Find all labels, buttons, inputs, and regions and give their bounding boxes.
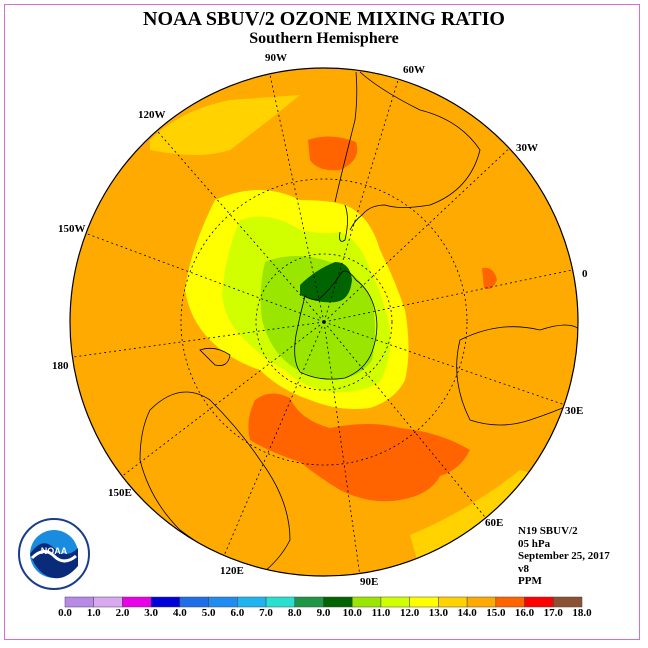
meridian-line: [323, 321, 361, 574]
legend-tick-label: 4.0: [173, 607, 187, 619]
longitude-label-150w: 150W: [58, 223, 86, 235]
legend-tick-label: 8.0: [287, 607, 302, 619]
legend-swatch: [495, 596, 525, 608]
legend-tick-label: 3.0: [144, 607, 159, 619]
legend-tick-label: 13.0: [428, 607, 448, 619]
legend-tick-label: 18.0: [572, 607, 592, 619]
longitude-label-120e: 120E: [220, 565, 244, 577]
legend-swatch: [179, 596, 209, 608]
meridian-line: [85, 233, 325, 323]
legend-swatch: [438, 596, 468, 608]
legend-swatch: [380, 596, 410, 608]
legend-swatch: [93, 596, 123, 608]
meridian-line: [121, 321, 325, 477]
legend-tick-label: 6.0: [230, 607, 245, 619]
africa-coast: [456, 324, 578, 426]
ozone-region-15-patch: [308, 136, 358, 171]
longitude-label-60e: 60E: [485, 517, 504, 529]
legend-swatch: [323, 596, 353, 608]
meridian-line: [72, 321, 325, 358]
longitude-label-180: 180: [52, 360, 69, 372]
meridian-line: [223, 321, 325, 556]
longitude-label-90w: 90W: [265, 52, 287, 64]
ozone-region-15-small: [482, 267, 497, 289]
meridian-line: [323, 269, 573, 323]
legend-tick-label: 2.0: [115, 607, 130, 619]
noaa-logo-icon: NOAA: [18, 518, 90, 590]
ozone-region-15-south: [248, 393, 470, 502]
longitude-label-120w: 120W: [138, 109, 166, 121]
latitude-circle-inner: [255, 253, 393, 391]
meridian-line: [323, 79, 399, 323]
ozone-region-13-north: [150, 95, 300, 155]
coastlines: [139, 71, 578, 576]
legend-tick-label: 15.0: [486, 607, 506, 619]
meridian-line: [323, 321, 487, 519]
legend-tick-label: 1.0: [86, 607, 101, 619]
legend-swatch: [294, 596, 324, 608]
longitude-label-90e: 90E: [360, 576, 379, 588]
south-america-coast: [334, 71, 358, 203]
color-legend: [64, 596, 583, 608]
info-panel: N19 SBUV/2 05 hPa September 25, 2017 v8 …: [518, 525, 610, 588]
legend-tick-label: 0.0: [58, 607, 72, 619]
meridian-line: [156, 130, 325, 323]
meridian-line: [323, 321, 565, 406]
latitude-circle-outer: [180, 178, 468, 466]
legend-swatch: [237, 596, 267, 608]
legend-bars: [64, 596, 583, 608]
ozone-field: [70, 68, 578, 576]
south-america-east-coast: [349, 71, 481, 231]
legend-tick-label: 10.0: [342, 607, 362, 619]
map-boundary: [69, 67, 579, 577]
legend-swatch: [208, 596, 238, 608]
satellite-label: N19 SBUV/2: [518, 525, 578, 537]
image-frame: [4, 4, 640, 640]
antarctic-peninsula: [339, 204, 348, 242]
legend-swatch: [150, 596, 181, 608]
map-subtitle: Southern Hemisphere: [249, 30, 399, 47]
longitude-label-60w: 60W: [403, 64, 425, 76]
legend-swatch: [524, 596, 554, 608]
legend-tick-label: 7.0: [259, 607, 273, 619]
longitude-label-150e: 150E: [108, 487, 132, 499]
pressure-level: 05 hPa: [518, 537, 551, 550]
legend-tick-label: 9.0: [316, 607, 331, 619]
meridian-line: [269, 73, 325, 323]
legend-swatch: [466, 596, 497, 608]
longitude-label-30w: 30W: [516, 142, 538, 154]
legend-swatch: [351, 596, 382, 608]
map-title: NOAA SBUV/2 OZONE MIXING RATIO: [143, 8, 505, 30]
new-zealand-coast: [199, 347, 231, 366]
longitude-label-0: 0: [582, 268, 588, 280]
longitude-label-30e: 30E: [565, 405, 584, 417]
graticule: [72, 73, 573, 574]
meridian-lines: [72, 73, 573, 574]
legend-swatch: [409, 596, 439, 608]
date-label: September 25, 2017: [518, 550, 610, 562]
antarctica-coast: [294, 270, 378, 380]
units-label: PPM: [518, 575, 542, 587]
logo-text: NOAA: [41, 546, 68, 556]
legend-tick-label: 12.0: [400, 607, 420, 619]
meridian-line: [323, 147, 510, 323]
legend-tick-label: 17.0: [543, 607, 563, 619]
legend-tick-label: 11.0: [371, 607, 391, 619]
australia-coast: [139, 391, 291, 576]
legend-tick-label: 14.0: [457, 607, 477, 619]
legend-tick-label: 5.0: [201, 607, 216, 619]
legend-swatch: [265, 596, 296, 608]
version-label: v8: [518, 562, 529, 575]
ozone-region-9: [300, 262, 352, 303]
legend-swatch: [64, 596, 94, 608]
legend-tick-label: 16.0: [514, 607, 535, 619]
legend-swatch: [122, 596, 152, 608]
legend-swatch: [553, 596, 583, 608]
